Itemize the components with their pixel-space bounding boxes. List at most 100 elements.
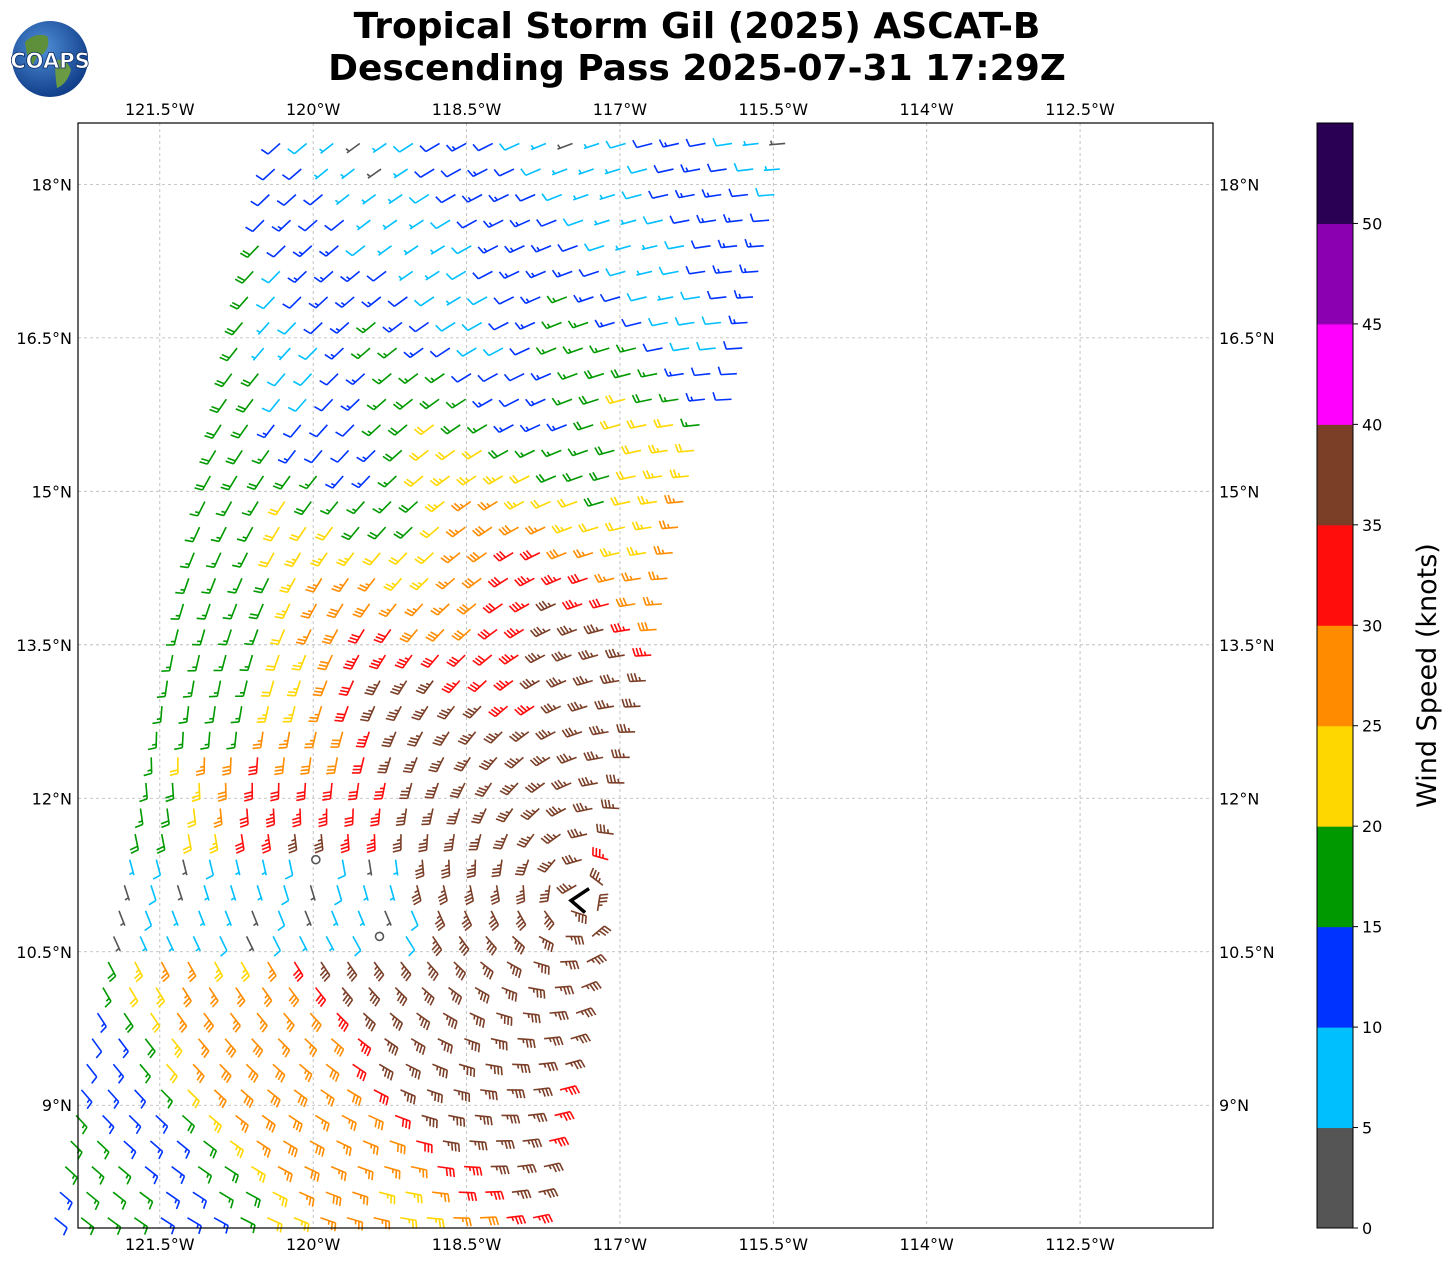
wind-barb [525, 653, 545, 662]
wind-barb [352, 1192, 367, 1205]
wind-barb [573, 195, 588, 200]
wind-barb [268, 1090, 280, 1107]
wind-barb [606, 141, 626, 148]
wind-barb [390, 681, 406, 695]
wind-barb [751, 214, 770, 222]
wind-barb [393, 143, 412, 152]
wind-barb [504, 628, 524, 637]
wind-barb [289, 988, 299, 1007]
lon-tick-label-bottom: 112.5°W [1045, 1235, 1115, 1254]
storm-center-marker [571, 889, 589, 913]
colorbar-tick-label: 0 [1362, 1219, 1372, 1238]
wind-barb [500, 143, 520, 150]
wind-barb [230, 1141, 243, 1158]
wind-barb [266, 809, 274, 827]
wind-barb [166, 629, 178, 645]
wind-barb [542, 322, 562, 329]
wind-barb [214, 1218, 228, 1234]
wind-barb [478, 374, 498, 382]
wind-barb [55, 1218, 67, 1236]
wind-barb [713, 138, 732, 146]
wind-barb [98, 1013, 107, 1032]
wind-barb [475, 1115, 492, 1125]
wind-barb [320, 374, 338, 385]
wind-barb [300, 936, 307, 950]
wind-barb [113, 1192, 126, 1209]
wind-barb [484, 732, 502, 743]
wind-barb [330, 323, 349, 334]
wind-barb [697, 215, 716, 223]
wind-barb [231, 885, 236, 900]
wind-barb [310, 1141, 324, 1157]
wind-barb [262, 988, 271, 1007]
wind-barb [388, 195, 402, 204]
colorbar-tick-label: 35 [1362, 516, 1382, 535]
wind-barb [347, 1090, 361, 1106]
wind-barb [227, 578, 242, 593]
wind-barb [156, 988, 164, 1008]
wind-barb [148, 732, 157, 750]
wind-barb [149, 885, 156, 905]
wind-barb [370, 809, 379, 826]
wind-barb [469, 1141, 486, 1150]
wind-barb [488, 577, 507, 586]
wind-barb [505, 246, 525, 253]
wind-barb [686, 393, 705, 401]
wind-barb [581, 982, 601, 991]
wind-barb [670, 343, 689, 351]
wind-barb [185, 527, 200, 542]
wind-barb [399, 271, 413, 280]
wind-barb [246, 220, 264, 231]
lon-tick-label-bottom: 121.5°W [125, 1235, 195, 1254]
wind-barb [502, 988, 517, 1002]
wind-barb [278, 1039, 289, 1057]
wind-barb [304, 450, 322, 462]
wind-barb [492, 860, 502, 877]
wind-barb [399, 502, 418, 513]
wind-barb [544, 911, 554, 930]
wind-barb [395, 988, 406, 1006]
wind-barb [478, 629, 497, 639]
wind-barb [225, 1039, 236, 1058]
wind-barb [547, 296, 567, 303]
wind-barb [406, 1064, 420, 1079]
wind-barb [374, 962, 384, 981]
wind-barb [262, 860, 266, 876]
wind-barb [421, 655, 439, 667]
wind-barb [60, 1192, 72, 1210]
wind-barb [314, 834, 322, 853]
wind-barb [65, 1167, 77, 1185]
wind-barb [369, 988, 380, 1007]
wind-barb [654, 165, 673, 172]
wind-barb [475, 988, 489, 1004]
wind-barb [612, 749, 630, 757]
wind-barb [188, 1090, 199, 1108]
wind-barb [268, 962, 276, 982]
wind-barb [485, 1192, 503, 1200]
wind-barb [241, 1218, 255, 1233]
wind-barb [486, 1064, 502, 1075]
wind-barb [300, 757, 310, 774]
wind-barb [692, 368, 711, 376]
wind-barb [267, 246, 285, 257]
wind-barb [616, 598, 635, 607]
wind-barb [552, 652, 572, 661]
wind-barb [395, 1115, 410, 1129]
wind-barb [170, 757, 178, 775]
wind-barb [446, 809, 459, 824]
wind-barb [322, 629, 338, 643]
wind-barb [341, 527, 359, 539]
wind-barb [462, 578, 481, 588]
wind-barb [325, 476, 343, 488]
wind-barb [187, 655, 199, 671]
wind-barb [399, 374, 418, 384]
wind-barb [692, 241, 711, 249]
wind-barb [293, 246, 312, 257]
wind-barb [379, 1064, 393, 1080]
wind-barb [273, 936, 280, 956]
wind-barb [247, 476, 264, 489]
wind-barb [702, 189, 721, 197]
wind-barb [284, 1013, 294, 1032]
wind-barb [315, 1115, 329, 1131]
wind-barb [409, 450, 428, 460]
